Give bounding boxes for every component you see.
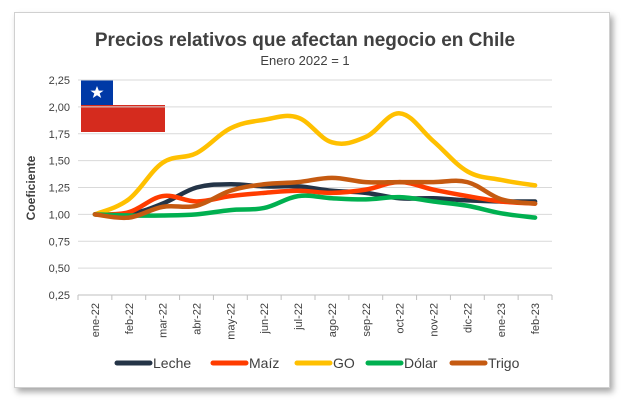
y-tick-label: 0,50 [49,263,70,275]
x-tick-label: oct-22 [395,303,407,334]
x-tick-label: abr-22 [192,303,204,335]
series-line-2 [92,111,538,217]
legend-label: GO [333,355,355,371]
series-line-1 [92,179,538,217]
x-tick-label: ene-23 [496,303,508,337]
legend-label: Leche [153,355,191,371]
x-tick-label: ago-22 [327,303,339,337]
x-tick-label: jul-22 [293,303,305,331]
x-tick-label: ene-22 [90,303,102,337]
y-tick-label: 1,75 [49,129,70,141]
x-tick-label: mar-22 [158,303,170,338]
chile-flag-icon [81,80,165,132]
y-tick-label: 1,25 [49,183,70,195]
x-tick-label: dic-22 [462,303,474,333]
series-line-0 [92,182,538,218]
series-line-3 [92,193,538,220]
y-tick-label: 0,75 [49,236,70,248]
legend-label: Trigo [488,355,520,371]
x-tick-label: nov-22 [429,303,441,337]
x-tick-label: may-22 [225,303,237,340]
x-tick-label: feb-22 [124,303,136,334]
y-axis-label: Coeficiente [24,155,38,220]
x-tick-label: feb-23 [530,303,542,334]
y-tick-label: 2,25 [49,75,70,87]
y-tick-label: 1,50 [49,156,70,168]
x-tick-label: sep-22 [361,303,373,337]
legend-label: Dólar [404,355,438,371]
chart-subtitle: Enero 2022 = 1 [260,53,349,68]
series-line-4 [92,175,538,221]
chart-title: Precios relativos que afectan negocio en… [95,30,515,51]
x-tick-label: jun-22 [259,303,271,335]
legend-label: Maíz [249,355,279,371]
y-tick-label: 0,25 [49,290,70,302]
y-tick-label: 2,00 [49,102,70,114]
y-tick-label: 1,00 [49,209,70,221]
